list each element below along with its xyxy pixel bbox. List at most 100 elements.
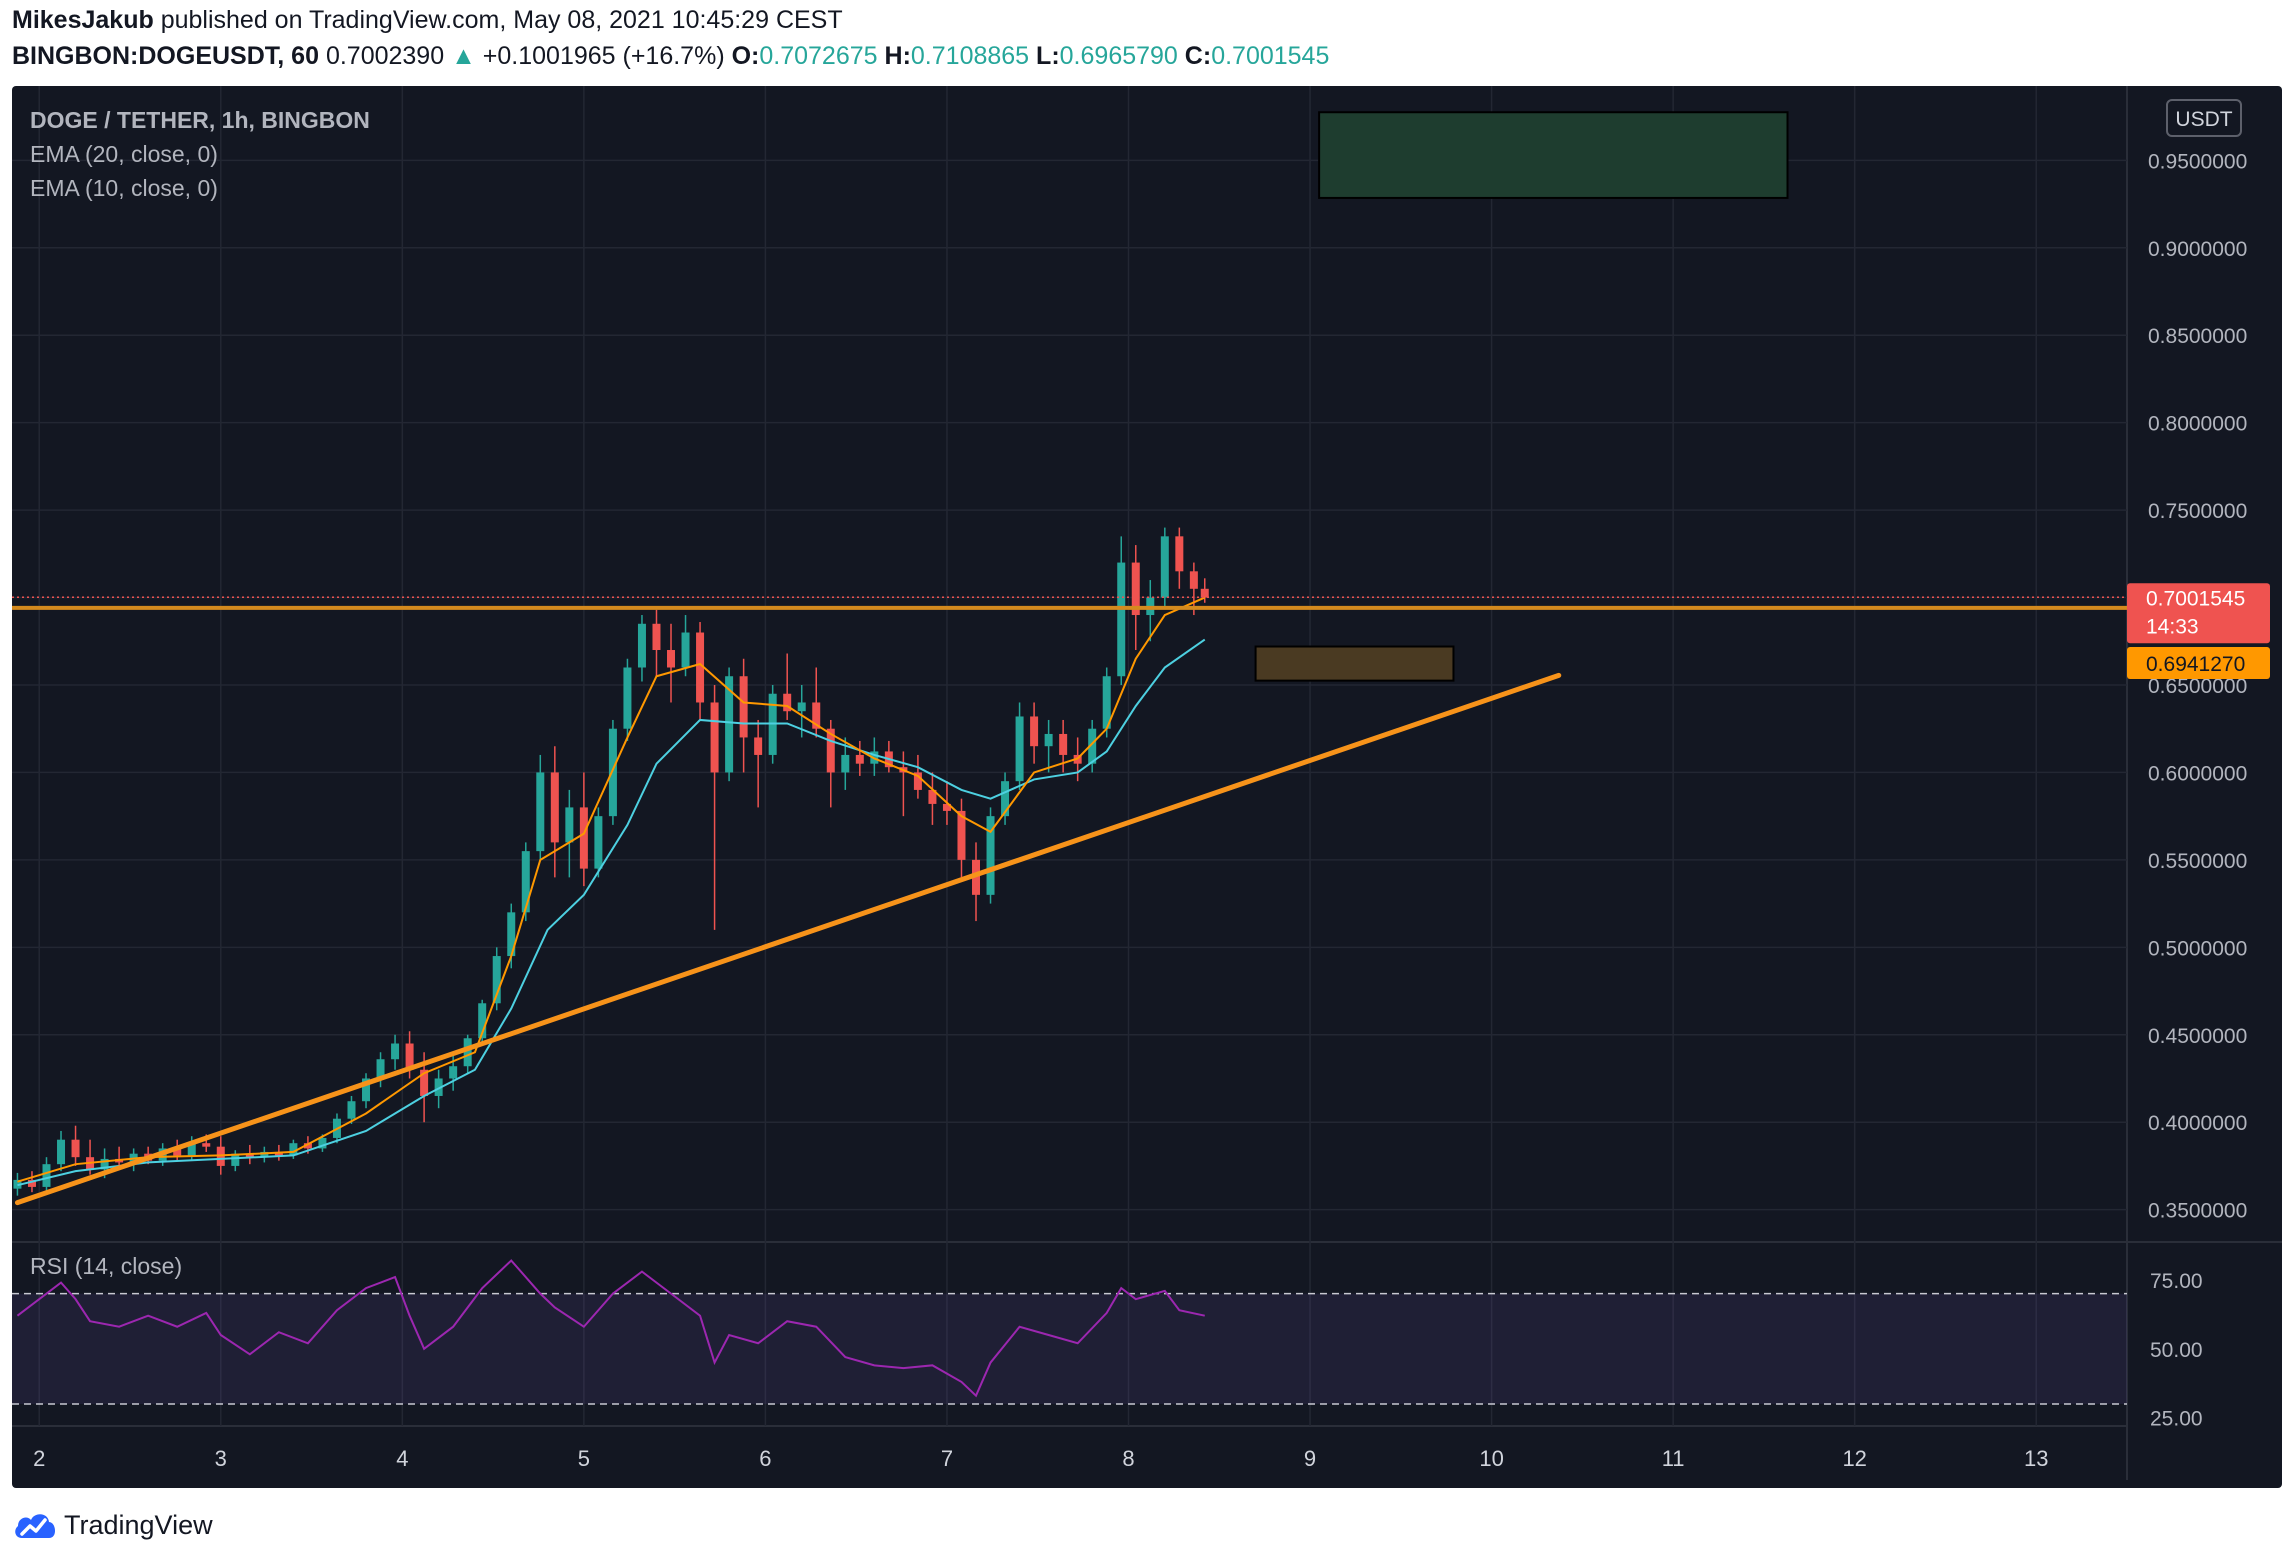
- candle-body[interactable]: [783, 693, 792, 712]
- candle-body[interactable]: [478, 1003, 487, 1039]
- candle-body[interactable]: [434, 1078, 443, 1096]
- candle-body[interactable]: [1200, 588, 1209, 598]
- drawing-boxes[interactable]: [1254, 111, 1789, 682]
- candle-body[interactable]: [449, 1066, 458, 1079]
- candle-body[interactable]: [362, 1078, 371, 1102]
- candle-body[interactable]: [652, 623, 661, 651]
- candle-body[interactable]: [739, 676, 748, 738]
- candle-body[interactable]: [942, 803, 951, 811]
- candle-body[interactable]: [754, 737, 763, 755]
- price-tick-label: 0.4000000: [2148, 1112, 2247, 1135]
- branding-text: TradingView: [64, 1509, 213, 1540]
- candle-body[interactable]: [1131, 562, 1140, 616]
- rsi-tick-label: 50.00: [2150, 1339, 2203, 1362]
- currency-badge-frame[interactable]: [2166, 99, 2242, 137]
- candle-body[interactable]: [405, 1043, 414, 1070]
- legend-rsi[interactable]: RSI (14, close): [30, 1253, 182, 1279]
- candle-body[interactable]: [536, 772, 545, 852]
- candle-body[interactable]: [681, 632, 690, 668]
- high-value: 0.7108865: [910, 42, 1030, 70]
- candle-body[interactable]: [1044, 733, 1053, 747]
- candle-body[interactable]: [826, 728, 835, 773]
- ema20-line[interactable]: [17, 638, 1206, 1187]
- candle-body[interactable]: [1189, 571, 1198, 589]
- rsi-pane[interactable]: [12, 1259, 2127, 1405]
- drawing-lines[interactable]: [12, 596, 2127, 1206]
- candle-body[interactable]: [667, 650, 676, 668]
- price-tick-label: 0.8500000: [2148, 325, 2247, 348]
- currency-badge[interactable]: USDT: [2175, 108, 2232, 131]
- candle-body[interactable]: [187, 1143, 196, 1156]
- candle-body[interactable]: [42, 1164, 51, 1187]
- candle-body[interactable]: [318, 1137, 327, 1149]
- candlestick-series[interactable]: [13, 527, 1209, 1196]
- candle-body[interactable]: [173, 1148, 182, 1156]
- candle-body[interactable]: [100, 1158, 109, 1170]
- candle-body[interactable]: [696, 632, 705, 703]
- candle-body[interactable]: [1160, 536, 1169, 598]
- candle-body[interactable]: [420, 1069, 429, 1096]
- legend-ema20[interactable]: EMA (20, close, 0): [30, 141, 218, 167]
- candle-body[interactable]: [27, 1179, 36, 1187]
- candle-body[interactable]: [1102, 676, 1111, 729]
- symbol-line: BINGBON:DOGEUSDT, 60 0.7002390 ▲ +0.1001…: [12, 42, 1329, 71]
- legend-ema10[interactable]: EMA (10, close, 0): [30, 175, 218, 201]
- candle-body[interactable]: [1001, 781, 1010, 817]
- author-name[interactable]: MikesJakub: [12, 6, 154, 34]
- candle-body[interactable]: [57, 1139, 66, 1165]
- candle-body[interactable]: [347, 1101, 356, 1119]
- candle-body[interactable]: [391, 1043, 400, 1060]
- candle-body[interactable]: [376, 1059, 385, 1079]
- current-price-tag-value: 0.7001545: [2146, 587, 2245, 610]
- candle-body[interactable]: [608, 728, 617, 817]
- candle-body[interactable]: [637, 623, 646, 668]
- candle-body[interactable]: [565, 807, 574, 843]
- candle-body[interactable]: [260, 1151, 269, 1158]
- target-zone-box[interactable]: [1318, 111, 1789, 199]
- candle-body[interactable]: [492, 956, 501, 1004]
- candle-body[interactable]: [957, 810, 966, 860]
- open-value: 0.7072675: [759, 42, 878, 70]
- candle-body[interactable]: [71, 1139, 80, 1158]
- candle-body[interactable]: [521, 851, 530, 913]
- candle-body[interactable]: [1030, 716, 1039, 747]
- candle-body[interactable]: [1015, 716, 1024, 782]
- candle-body[interactable]: [797, 702, 806, 712]
- legend-pair[interactable]: DOGE / TETHER, 1h, BINGBON: [30, 107, 370, 133]
- candle-body[interactable]: [579, 807, 588, 869]
- candle-body[interactable]: [1175, 536, 1184, 572]
- candle-body[interactable]: [303, 1143, 312, 1149]
- candle-body[interactable]: [463, 1038, 472, 1067]
- cloud-icon: [15, 1514, 56, 1538]
- rsi-line[interactable]: [16, 1259, 1205, 1398]
- candle-body[interactable]: [245, 1153, 254, 1158]
- candle-body[interactable]: [855, 754, 864, 764]
- candle-body[interactable]: [725, 676, 734, 773]
- candle-body[interactable]: [231, 1153, 240, 1166]
- candle-body[interactable]: [1088, 728, 1097, 764]
- chart-canvas[interactable]: 0.9500000 0.9000000 0.8500000 0.8000000 0.75…: [0, 0, 2294, 1500]
- candle-body[interactable]: [1117, 562, 1126, 677]
- candle-body[interactable]: [623, 667, 632, 729]
- price-tick-label: 0.8000000: [2148, 413, 2247, 436]
- candle-body[interactable]: [1059, 733, 1068, 755]
- ema-lines[interactable]: [17, 596, 1206, 1187]
- candle-body[interactable]: [289, 1143, 298, 1156]
- candle-body[interactable]: [594, 816, 603, 869]
- candle-body[interactable]: [986, 816, 995, 895]
- candle-body[interactable]: [841, 754, 850, 773]
- tradingview-logo[interactable]: TradingView: [12, 1502, 213, 1548]
- high-label: H:: [884, 42, 911, 70]
- candle-body[interactable]: [274, 1151, 283, 1156]
- ema10-line[interactable]: [17, 596, 1206, 1183]
- candle-body[interactable]: [928, 789, 937, 804]
- candle-body[interactable]: [202, 1143, 211, 1147]
- candle-body[interactable]: [550, 772, 559, 843]
- rsi-tick-label: 75.00: [2150, 1270, 2203, 1293]
- candle-body[interactable]: [507, 912, 516, 957]
- candle-body[interactable]: [913, 772, 922, 790]
- candle-body[interactable]: [710, 702, 719, 773]
- candle-body[interactable]: [812, 702, 821, 729]
- trend-line[interactable]: [14, 672, 1562, 1206]
- entry-zone-box[interactable]: [1254, 645, 1455, 682]
